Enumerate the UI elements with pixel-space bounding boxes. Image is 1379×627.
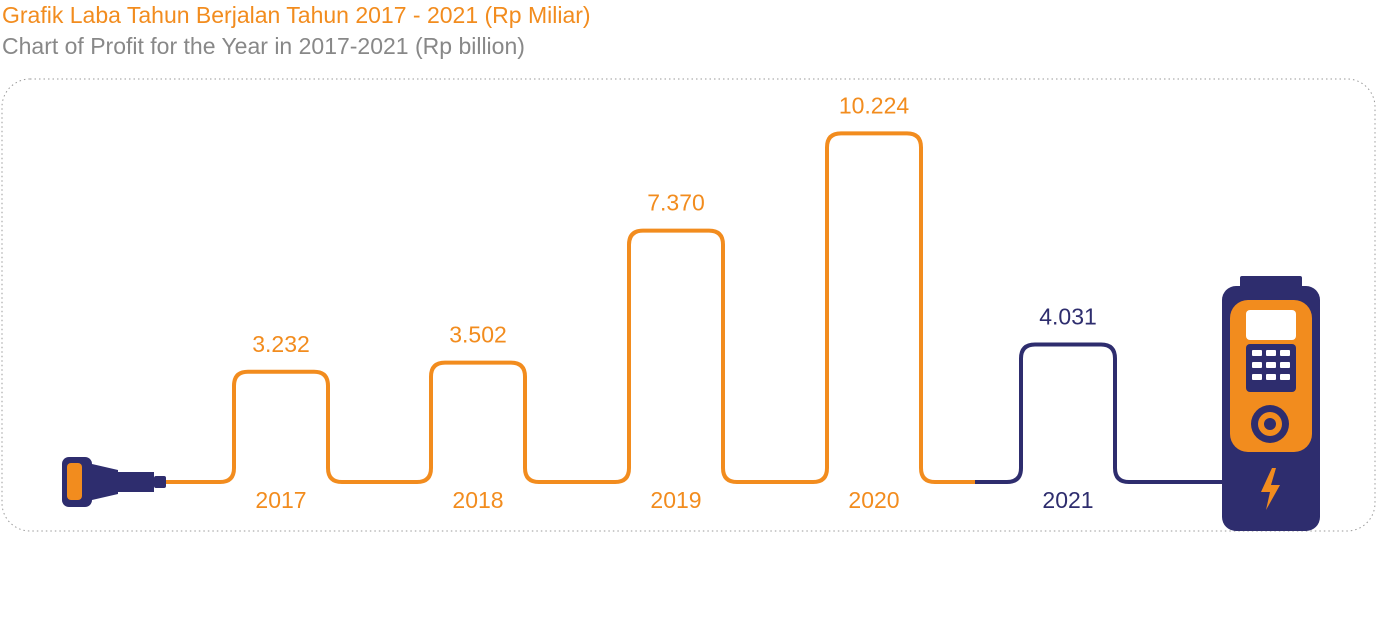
labels-layer: 3.232 2017 3.502 2018 7.370 2019 10.224 2020 4.0… xyxy=(252,92,1097,513)
chart-frame xyxy=(1,78,1376,532)
lightning-bolt-icon xyxy=(1261,468,1280,510)
category-label-2020: 2020 xyxy=(848,487,899,513)
category-label-2019: 2019 xyxy=(650,487,701,513)
value-label-2017: 3.232 xyxy=(252,331,310,357)
value-label-2019: 7.370 xyxy=(647,190,705,216)
plug-icon xyxy=(62,457,166,507)
value-label-2018: 3.502 xyxy=(449,322,507,348)
bar-cable-2021 xyxy=(975,342,1222,484)
chart-title: Grafik Laba Tahun Berjalan Tahun 2017 - … xyxy=(2,2,591,28)
category-label-2021: 2021 xyxy=(1042,487,1093,513)
value-label-2021: 4.031 xyxy=(1039,304,1097,330)
chart-subtitle: Chart of Profit for the Year in 2017-202… xyxy=(2,33,525,59)
charging-station-icon xyxy=(1222,276,1320,531)
value-label-2020: 10.224 xyxy=(839,92,910,118)
bar-cable-2017-2020 xyxy=(166,131,975,484)
category-label-2017: 2017 xyxy=(255,487,306,513)
category-label-2018: 2018 xyxy=(452,487,503,513)
cable-layer xyxy=(166,131,1222,484)
